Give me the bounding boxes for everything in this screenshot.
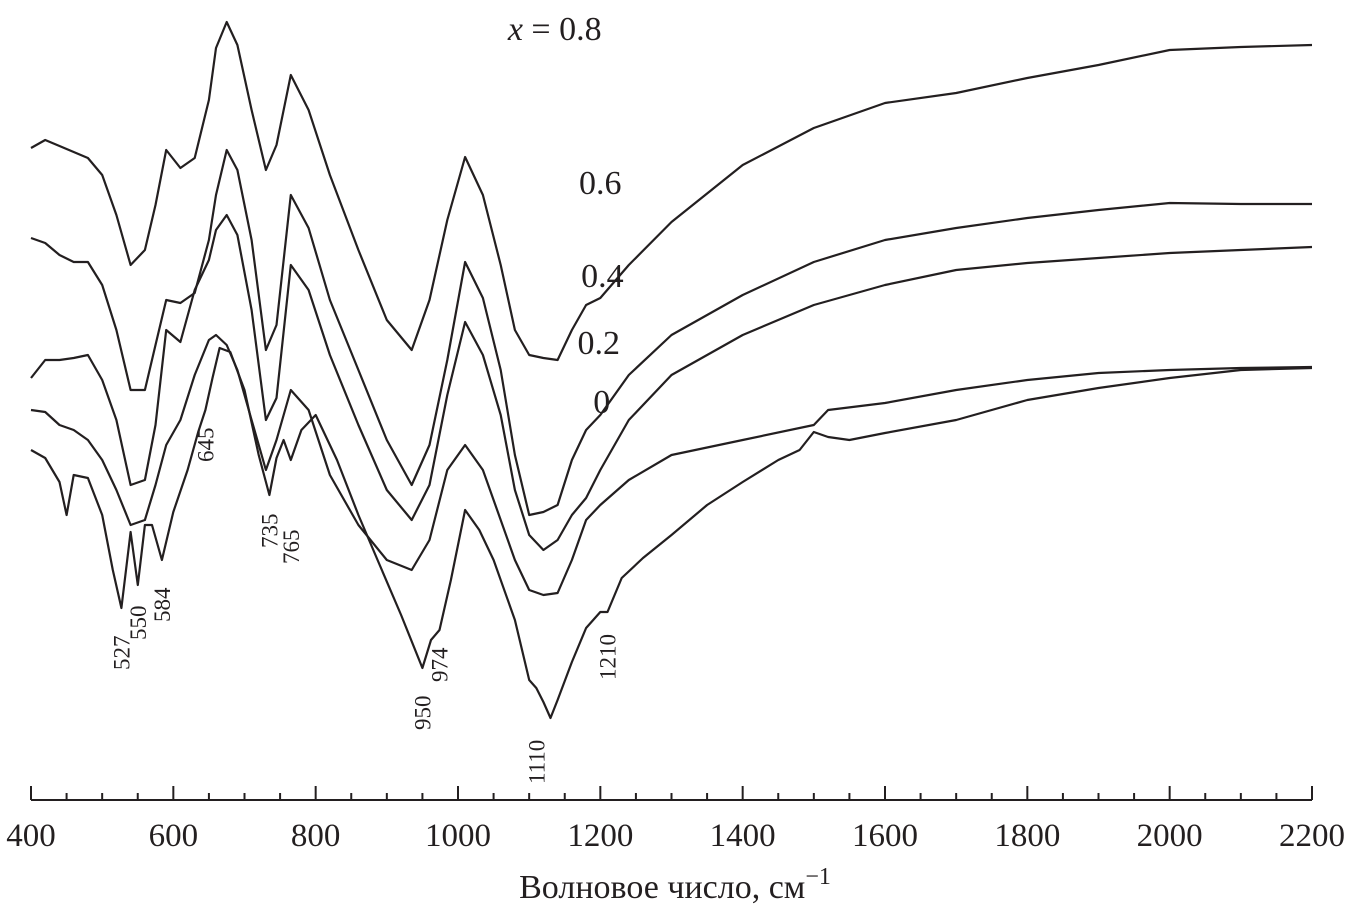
series-labels: x = 0.8 0.6 0.4 0.2 0 xyxy=(507,11,624,421)
x-axis-title: Волновое число, см−1 xyxy=(519,864,831,906)
spectra-lines xyxy=(30,20,1313,720)
peak-label: 765 xyxy=(279,530,304,565)
x-axis: 400 600 800 1000 1200 1400 1600 1800 2000 2200 xyxy=(6,786,1345,854)
peak-label: 950 xyxy=(410,696,435,731)
x-tick-label: 1600 xyxy=(852,818,918,854)
series-label: 0.6 xyxy=(579,165,622,202)
peak-label: 735 xyxy=(257,514,282,549)
spectrum-line-0 xyxy=(30,20,1313,362)
peak-label: 974 xyxy=(427,647,452,682)
x-tick-label: 1000 xyxy=(425,818,491,854)
x-tick-label: 2200 xyxy=(1279,818,1345,854)
x-tick-label: 1400 xyxy=(710,818,776,854)
series-label: x = 0.8 xyxy=(507,11,602,48)
peak-label: 584 xyxy=(150,587,175,622)
peak-label: 645 xyxy=(193,428,218,463)
x-tick-label: 600 xyxy=(149,818,199,854)
peak-label: 1210 xyxy=(595,634,620,680)
x-tick-label: 400 xyxy=(6,818,56,854)
peak-label: 527 xyxy=(109,636,134,671)
series-label: 0.2 xyxy=(578,325,621,362)
series-label: 0 xyxy=(593,384,610,421)
spectrum-line-3 xyxy=(30,333,1313,597)
spectrum-line-2 xyxy=(30,213,1313,552)
x-tick-label: 1200 xyxy=(567,818,633,854)
spectrum-line-1 xyxy=(30,148,1312,517)
peak-label: 550 xyxy=(126,606,151,641)
x-tick-label: 2000 xyxy=(1137,818,1203,854)
x-tick-label: 1800 xyxy=(994,818,1060,854)
spectrum-line-4 xyxy=(30,346,1313,720)
peak-label: 1110 xyxy=(524,740,549,784)
x-tick-label: 800 xyxy=(291,818,341,854)
series-label: 0.4 xyxy=(581,258,624,295)
